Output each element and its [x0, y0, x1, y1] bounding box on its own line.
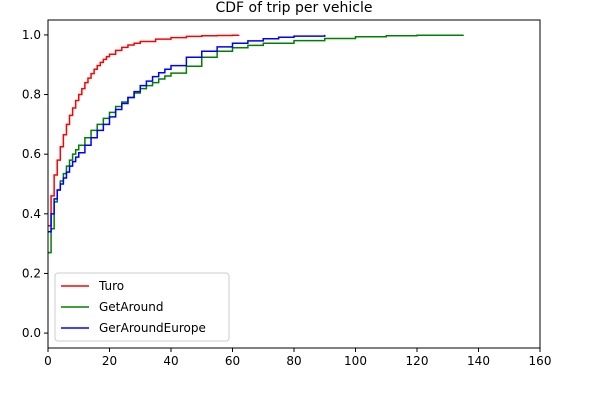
y-tick-label: 0.4 [22, 207, 41, 221]
x-tick-label: 20 [102, 354, 117, 368]
x-tick-label: 140 [467, 354, 490, 368]
y-tick-label: 0.2 [22, 266, 41, 280]
y-tick-label: 0.8 [22, 88, 41, 102]
y-tick-label: 0.6 [22, 147, 41, 161]
legend-label: Turo [98, 279, 124, 293]
x-tick-label: 160 [529, 354, 552, 368]
x-tick-label: 0 [44, 354, 52, 368]
chart-title: CDF of trip per vehicle [215, 0, 372, 16]
series-line-getaround [48, 34, 464, 254]
x-tick-label: 120 [406, 354, 429, 368]
x-tick-label: 40 [163, 354, 178, 368]
axes-layer: 0 20 40 60 80 100 120 140 160 0.0 0.2 0.4 0.6 0.8 1.0 [22, 19, 552, 368]
y-tick-label: 1.0 [22, 28, 41, 42]
series-line-geraroundeurope [48, 34, 326, 233]
legend-label: GerAroundEurope [99, 321, 206, 335]
x-tick-label: 80 [286, 354, 301, 368]
y-tick-label: 0.0 [22, 326, 41, 340]
legend-label: GetAround [99, 300, 163, 314]
series-line-turo [48, 34, 240, 227]
legend-box [54, 272, 230, 342]
series-layer [48, 34, 464, 254]
legend: Turo GetAround GerAroundEurope [54, 272, 230, 342]
x-tick-label: 60 [225, 354, 240, 368]
x-tick-label: 100 [344, 354, 367, 368]
